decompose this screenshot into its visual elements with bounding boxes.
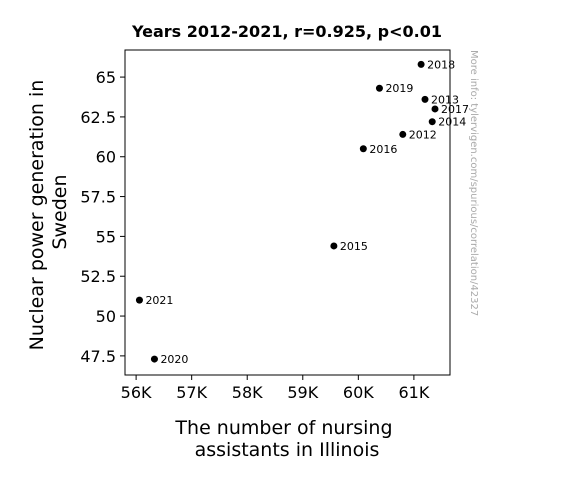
data-point-label: 2020 <box>160 353 188 366</box>
data-point <box>330 242 338 250</box>
data-point <box>417 60 425 68</box>
data-point-label: 2016 <box>369 143 397 156</box>
y-axis: 47.5 50 52.5 55 57.5 60 62.5 65 <box>80 68 125 366</box>
plot-frame <box>124 49 451 376</box>
x-axis-label: The number of nursing assistants in Illi… <box>174 417 398 461</box>
y-axis-label-line-2: Sweden <box>49 174 71 249</box>
data-point <box>135 296 143 304</box>
data-point-label: 2014 <box>438 116 466 129</box>
data-point <box>428 118 436 126</box>
x-tick-label: 60K <box>343 383 374 402</box>
x-tick-label: 59K <box>287 383 318 402</box>
x-axis: 56K 57K 58K 59K 60K 61K <box>121 375 430 402</box>
y-tick-label: 62.5 <box>80 108 116 127</box>
data-point <box>431 105 439 113</box>
x-tick-label: 61K <box>398 383 429 402</box>
y-tick-label: 55 <box>96 227 116 246</box>
x-axis-label-line-1: The number of nursing <box>174 417 392 439</box>
y-tick-label: 60 <box>96 148 116 167</box>
y-tick-label: 52.5 <box>80 267 116 286</box>
y-tick-label: 57.5 <box>80 188 116 207</box>
data-point-label: 2019 <box>385 82 413 95</box>
y-tick-label: 47.5 <box>80 347 116 366</box>
data-point <box>421 95 429 103</box>
data-points: 2012 2013 2014 2015 2016 2017 2018 2019 2020 2021 <box>135 58 469 366</box>
data-point <box>399 130 407 138</box>
data-point-label: 2017 <box>441 103 469 116</box>
data-point <box>375 84 383 92</box>
chart-title: Years 2012-2021, r=0.925, p<0.01 <box>131 22 442 41</box>
x-tick-label: 58K <box>232 383 263 402</box>
watermark-text: More info: tylervigen.com/spurious/corre… <box>468 50 479 316</box>
x-tick-label: 57K <box>176 383 207 402</box>
y-tick-label: 65 <box>96 68 116 87</box>
y-axis-label: Nuclear power generation in Sweden <box>26 74 71 351</box>
x-tick-label: 56K <box>121 383 152 402</box>
data-point <box>359 145 367 153</box>
y-axis-label-line-1: Nuclear power generation in <box>26 80 48 351</box>
data-point-label: 2021 <box>145 294 173 307</box>
data-point-label: 2018 <box>427 58 455 71</box>
data-point-label: 2012 <box>409 128 437 141</box>
y-tick-label: 50 <box>96 307 116 326</box>
data-point <box>150 355 158 363</box>
x-axis-label-line-2: assistants in Illinois <box>195 439 380 461</box>
data-point-label: 2013 <box>431 93 459 106</box>
data-point-label: 2015 <box>340 240 368 253</box>
